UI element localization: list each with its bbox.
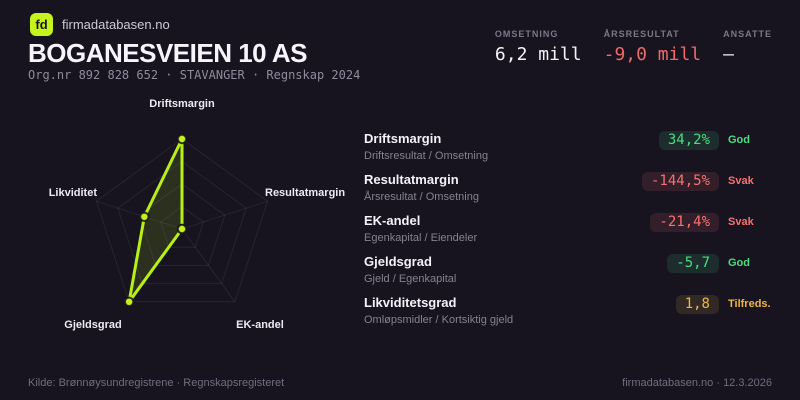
metric-title: Driftsmargin	[364, 131, 442, 146]
metric-title: Resultatmargin	[364, 172, 459, 187]
metric-row-driftsmargin: Driftsmargin Driftsresultat / Omsetning …	[364, 131, 772, 163]
metric-row-likviditetsgrad: Likviditetsgrad Omløpsmidler / Kortsikti…	[364, 295, 772, 327]
footer-site-link[interactable]: firmadatabasen.no · 12.3.2026	[622, 377, 772, 389]
axis-label-ek-andel: EK-andel	[236, 319, 284, 331]
metric-status: God	[728, 134, 750, 146]
site-name[interactable]: firmadatabasen.no	[62, 17, 170, 32]
axis-label-resultatmargin: Resultatmargin	[265, 187, 346, 199]
metric-formula: Egenkapital / Eiendeler	[364, 232, 478, 244]
footer: Kilde: Brønnøysundregistrene · Regnskaps…	[28, 377, 772, 389]
metric-title: Likviditetsgrad	[364, 295, 457, 310]
metric-formula: Gjeld / Egenkapital	[364, 273, 457, 285]
metric-row-gjeldsgrad: Gjeldsgrad Gjeld / Egenkapital -5,7 God	[364, 254, 772, 286]
metric-status: Tilfreds.	[728, 298, 771, 310]
company-name: BOGANESVEIEN 10 AS	[28, 38, 308, 68]
metric-value-badge: 1,8	[675, 295, 719, 314]
metric-formula: Driftsresultat / Omsetning	[364, 150, 489, 162]
stat-label: OMSETNING	[494, 29, 559, 39]
metric-value-badge: -21,4%	[650, 213, 719, 232]
stat-value: -9,0 mill	[603, 44, 702, 65]
firmadatabasen-logo-icon[interactable]: fd	[30, 13, 53, 36]
metric-value-badge: -144,5%	[641, 172, 719, 191]
metric-formula: Omløpsmidler / Kortsiktig gjeld	[364, 314, 514, 326]
metric-status: Svak	[728, 216, 754, 228]
metric-row-ek-andel: EK-andel Egenkapital / Eiendeler -21,4% …	[364, 213, 772, 245]
metric-value-badge: -5,7	[667, 254, 719, 273]
stat-arsresultat: ÅRSRESULTAT -9,0 mill	[604, 29, 702, 65]
logo-text: fd	[35, 17, 48, 32]
footer-source: Kilde: Brønnøysundregistrene · Regnskaps…	[28, 377, 285, 389]
brand[interactable]: fd firmadatabasen.no	[30, 13, 170, 36]
axis-label-driftsmargin: Driftsmargin	[149, 98, 215, 110]
header-stats: OMSETNING 6,2 mill ÅRSRESULTAT -9,0 mill…	[495, 29, 772, 65]
stat-ansatte: ANSATTE –	[723, 29, 772, 65]
stat-value: 6,2 mill	[494, 44, 582, 65]
metric-title: Gjeldsgrad	[364, 254, 432, 269]
metric-value-badge: 34,2%	[658, 131, 719, 150]
metric-status: God	[728, 257, 750, 269]
stat-label: ÅRSRESULTAT	[603, 29, 680, 39]
metric-row-resultatmargin: Resultatmargin Årsresultat / Omsetning -…	[364, 172, 772, 204]
radar-svg	[95, 133, 269, 308]
axis-label-likviditet: Likviditet	[48, 187, 97, 199]
metric-title: EK-andel	[364, 213, 421, 228]
stat-label: ANSATTE	[723, 29, 772, 39]
metric-status: Svak	[728, 175, 754, 187]
metric-formula: Årsresultat / Omsetning	[364, 191, 479, 203]
org-line: Org.nr 892 828 652 · STAVANGER · Regnska…	[28, 68, 361, 82]
axis-label-gjeldsgrad: Gjeldsgrad	[64, 319, 122, 331]
stat-omsetning: OMSETNING 6,2 mill	[495, 29, 582, 65]
stat-value: –	[723, 44, 734, 65]
metrics-panel: Driftsmargin Driftsresultat / Omsetning …	[364, 131, 772, 336]
